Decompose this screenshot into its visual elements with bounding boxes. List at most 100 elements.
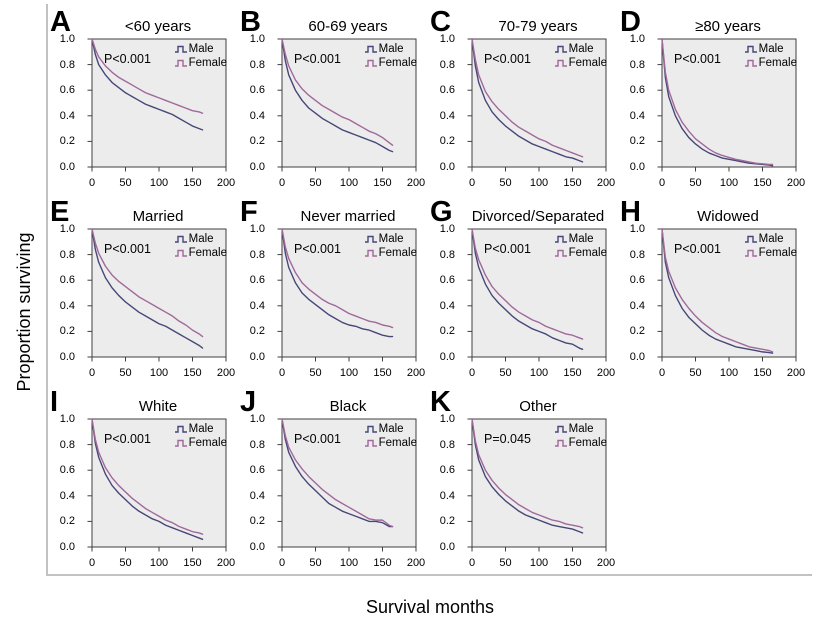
survival-plot [87,228,227,362]
legend-item-male: Male [554,42,607,56]
panel-title: Divorced/Separated [471,208,605,225]
legend-male-label: Male [188,232,214,245]
y-tick-label: 0.4 [249,489,265,502]
y-tick-label: 0.8 [249,438,265,451]
plot-area: P<0.001 Male Female [458,226,610,366]
female-step-line-icon [744,59,757,67]
legend-item-male: Male [744,232,797,246]
x-tick-label: 50 [119,367,132,379]
y-tick-label: 0.8 [439,438,455,451]
legend-item-male: Male [364,42,417,56]
y-tick-label: 0.4 [439,109,455,122]
panel-header: K Other [430,386,620,417]
panel-letter: G [430,196,453,228]
survival-plot [657,38,797,172]
survival-panel: D ≥80 years 1.0 0.8 0.6 0.4 0.2 0.0 P<0.001 M… [620,4,810,194]
y-tick-label: 0.0 [249,541,265,553]
curve-female [281,38,394,146]
survival-plot [657,228,797,362]
y-tick-label: 0.8 [59,248,75,261]
legend-item-female: Female [364,246,417,260]
y-tick-label: 0.0 [439,541,455,553]
x-axis-ticks: 0 50 100 150 200 [78,176,235,192]
y-tick-label: 0.2 [59,515,75,528]
legend-male-label: Male [758,232,784,245]
figure-frame-left [46,4,48,576]
female-step-line-icon [174,439,187,447]
x-tick-label: 0 [88,557,96,569]
x-tick-label: 150 [563,557,582,569]
curve-male [471,228,584,351]
survival-plot [467,418,607,552]
legend-female-label: Female [568,436,607,449]
plot-area: P=0.045 Male Female [458,416,610,556]
y-tick-label: 0.4 [629,109,645,122]
female-step-line-icon [554,249,567,257]
plot-area: P<0.001 Male Female [268,226,420,366]
y-tick-label: 0.4 [59,299,75,312]
panel-header: H Widowed [620,196,810,228]
panel-title: ≥80 years [695,18,761,35]
x-tick-label: 100 [149,557,169,569]
plot-area: P<0.001 Male Female [78,226,230,366]
x-tick-label: 200 [216,367,236,379]
panel-title: 60-69 years [308,18,388,35]
p-value-label: P<0.001 [104,242,151,256]
x-tick-label: 200 [406,367,426,379]
y-tick-label: 0.2 [249,135,265,148]
p-value-label: P<0.001 [104,432,151,446]
x-tick-label: 150 [183,557,202,569]
legend-item-male: Male [554,422,607,436]
x-tick-label: 50 [119,557,132,569]
y-tick-label: 0.8 [249,248,265,261]
y-tick-label: 1.0 [439,413,455,425]
x-tick-label: 0 [278,557,286,569]
panel-letter: H [620,196,641,228]
y-tick-label: 0.4 [629,299,645,312]
y-tick-label: 0.2 [629,325,645,338]
curve-female [281,418,394,528]
plot-area: P<0.001 Male Female [648,36,800,176]
plot-area: P<0.001 Male Female [268,36,420,176]
legend: Male Female [364,42,417,70]
y-tick-label: 0.4 [439,299,455,312]
legend-male-label: Male [568,422,594,435]
y-axis-ticks: 1.0 0.8 0.6 0.4 0.2 0.0 [50,33,78,176]
legend-item-male: Male [364,422,417,436]
y-tick-label: 0.8 [629,248,645,261]
panel-header: J Black [240,386,430,417]
x-tick-label: 0 [278,177,286,189]
x-tick-label: 50 [499,177,512,189]
y-tick-label: 0.8 [59,58,75,71]
panel-letter: E [50,196,69,228]
y-tick-label: 0.8 [629,58,645,71]
y-tick-label: 0.0 [249,161,265,173]
y-tick-label: 1.0 [249,223,265,235]
female-step-line-icon [364,249,377,257]
x-tick-label: 200 [596,367,616,379]
y-tick-label: 0.4 [249,109,265,122]
legend-female-label: Female [758,56,797,69]
panel-grid: A <60 years 1.0 0.8 0.6 0.4 0.2 0.0 P<0.001 M… [50,4,810,574]
legend-item-female: Female [744,56,797,70]
survival-panel: B 60-69 years 1.0 0.8 0.6 0.4 0.2 0.0 P<0.001… [240,4,430,194]
legend-male-label: Male [758,42,784,55]
y-tick-label: 0.8 [439,58,455,71]
legend-female-label: Female [568,246,607,259]
curve-male [91,38,204,131]
survival-plot [277,228,417,362]
x-tick-label: 0 [88,367,96,379]
survival-panel: A <60 years 1.0 0.8 0.6 0.4 0.2 0.0 P<0.001 M… [50,4,240,194]
y-tick-label: 1.0 [439,33,455,45]
curve-female [471,38,584,158]
x-tick-label: 100 [719,177,739,189]
y-tick-label: 0.2 [439,135,455,148]
p-value-label: P<0.001 [294,52,341,66]
x-tick-label: 50 [309,367,322,379]
y-tick-label: 0.0 [439,161,455,173]
plot-row: 1.0 0.8 0.6 0.4 0.2 0.0 P<0.001 Male Female [620,33,810,176]
legend-item-female: Female [744,246,797,260]
x-tick-label: 200 [406,557,426,569]
curve-male [281,38,394,153]
survival-panel: K Other 1.0 0.8 0.6 0.4 0.2 0.0 P=0.045 Male … [430,384,620,574]
